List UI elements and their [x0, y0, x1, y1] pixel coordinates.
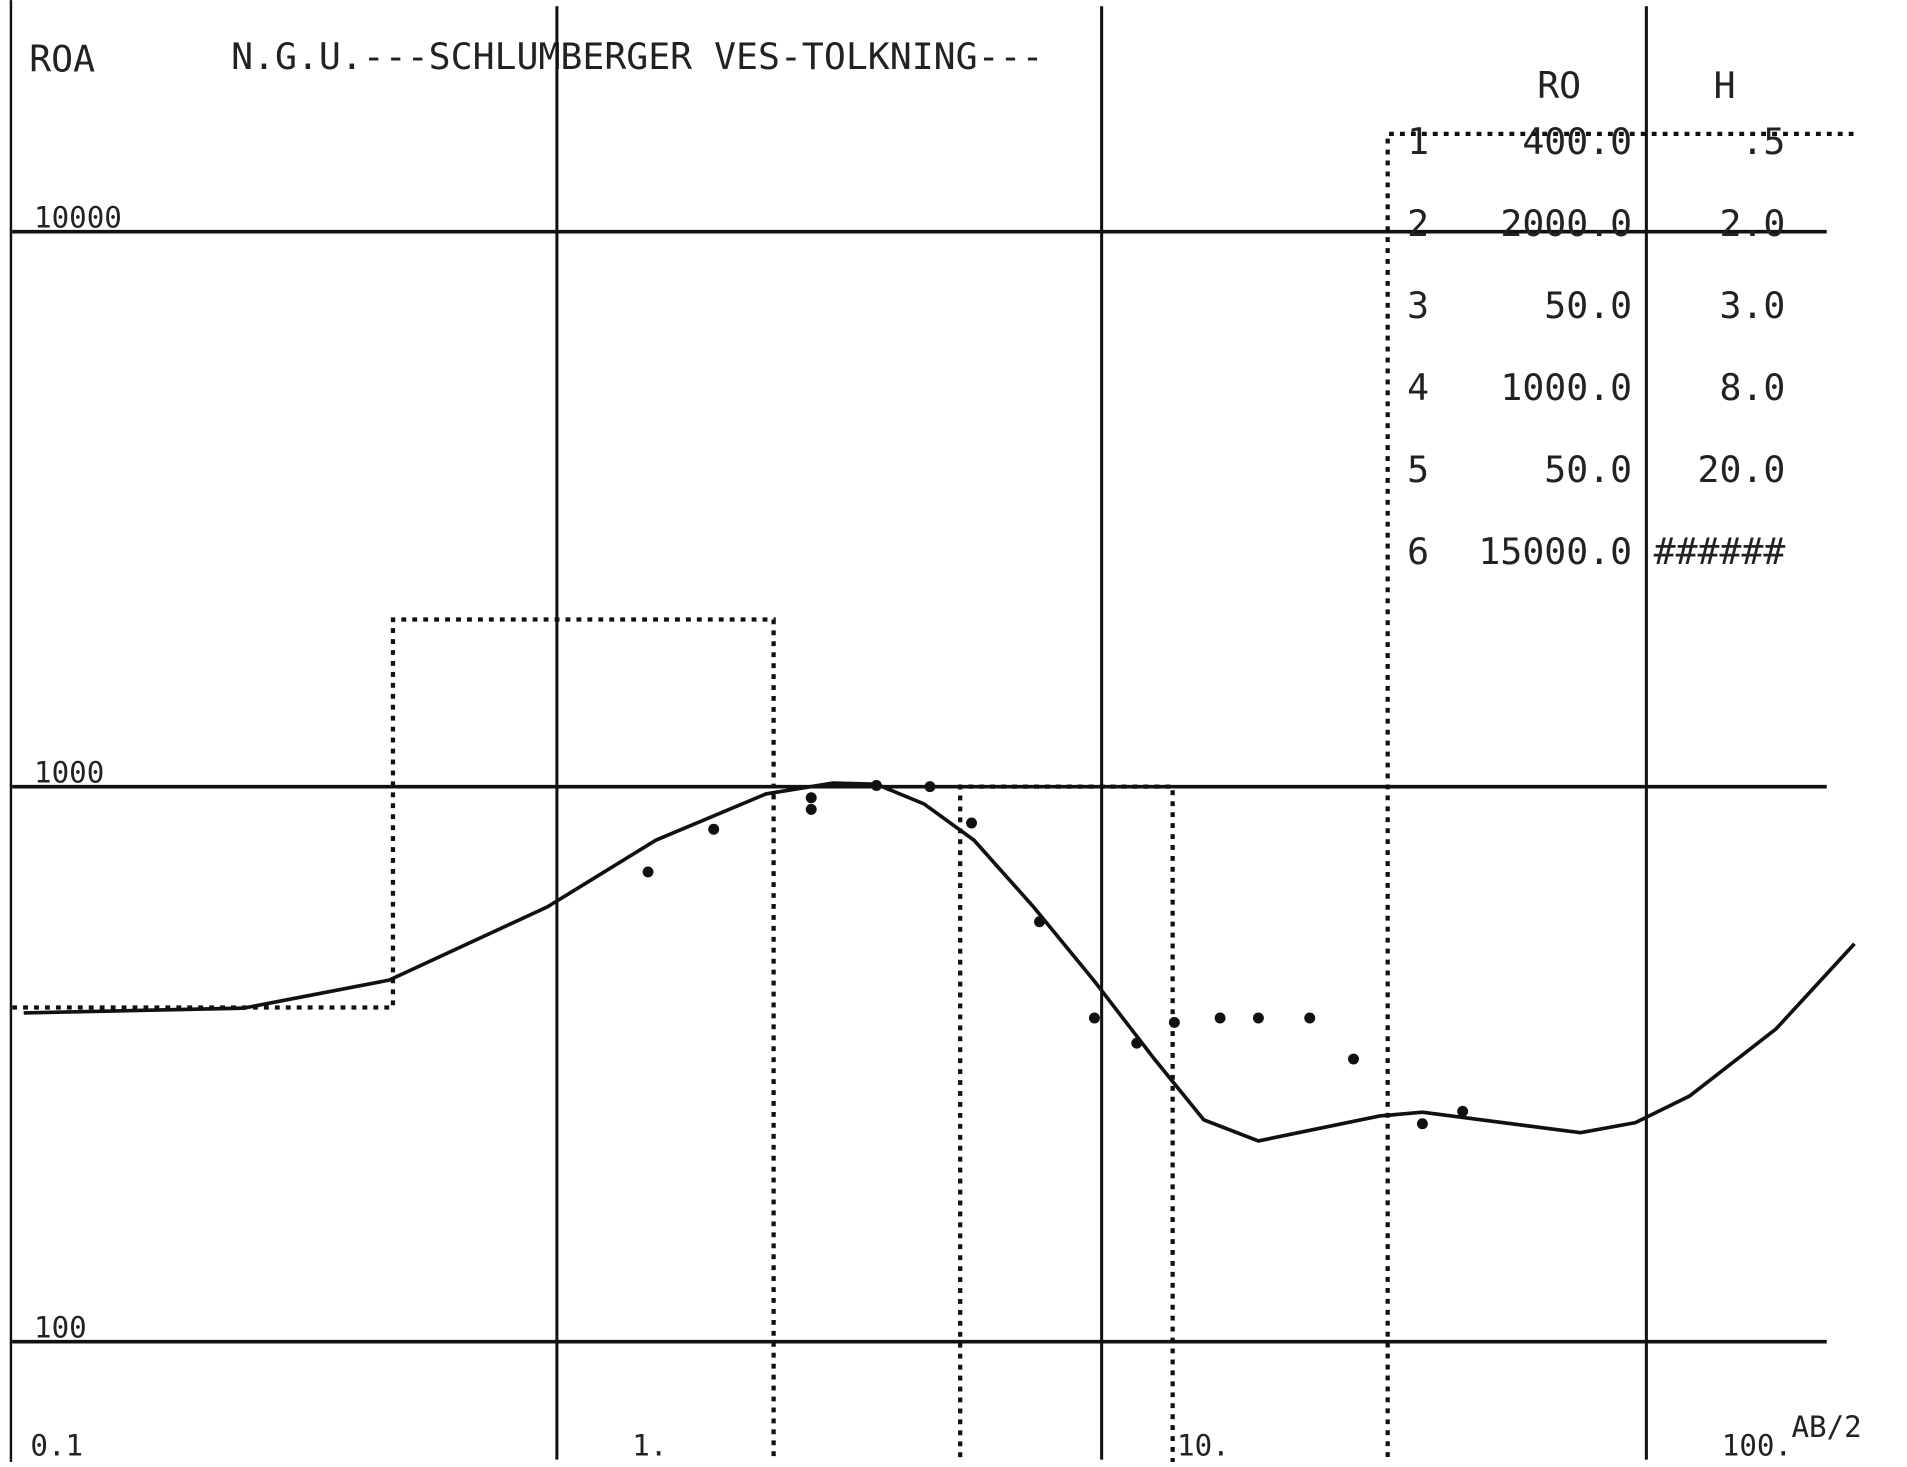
layer-number: 6 [1407, 530, 1429, 573]
measured-point [642, 866, 654, 878]
x-axis-label: AB/2 [1791, 1410, 1861, 1444]
measured-point [1348, 1053, 1359, 1065]
x-tick-label: 10. [1177, 1428, 1230, 1462]
measured-point [966, 817, 978, 829]
layer-number: 5 [1407, 448, 1429, 491]
x-tick-label: 100. [1722, 1428, 1792, 1462]
measured-point [1131, 1037, 1143, 1049]
measured-point [1304, 1012, 1316, 1024]
y-tick-label: 10000 [34, 200, 122, 234]
y-tick-label: 100 [34, 1310, 87, 1344]
layer-resistivity: 15000.0 [1478, 530, 1632, 573]
layer-thickness: 8.0 [1720, 366, 1786, 409]
layer-thickness: ###### [1654, 530, 1786, 573]
layer-number: 2 [1407, 202, 1429, 245]
layer-thickness: 3.0 [1720, 284, 1786, 327]
layer-resistivity: 400.0 [1522, 120, 1632, 163]
layer-number: 1 [1407, 120, 1429, 163]
layer-thickness: 20.0 [1698, 448, 1786, 491]
measured-point [1214, 1012, 1226, 1024]
plot-area [12, 131, 1856, 1463]
measured-point [924, 781, 936, 793]
y-axis-label: ROA [29, 37, 95, 80]
table-header: H [1714, 64, 1736, 107]
layer-resistivity: 2000.0 [1500, 202, 1632, 245]
measured-point [805, 792, 817, 804]
model-layers [12, 131, 1854, 1463]
y-tick-label: 1000 [34, 755, 104, 789]
measured-point [1457, 1105, 1469, 1117]
x-tick-label: 1. [632, 1428, 667, 1462]
layer-resistivity: 1000.0 [1500, 366, 1632, 409]
measured-point [1168, 1016, 1180, 1028]
layer-thickness: 2.0 [1720, 202, 1786, 245]
measured-point [1088, 1012, 1100, 1024]
x-tick-label: 0.1 [30, 1428, 83, 1462]
model-curve [23, 781, 1856, 1143]
layer-thickness: .5 [1741, 120, 1785, 163]
measured-point [870, 779, 882, 791]
measured-point [805, 803, 817, 815]
measured-point [1252, 1012, 1264, 1024]
layer-resistivity: 50.0 [1544, 448, 1632, 491]
layer-number: 3 [1407, 284, 1429, 327]
layer-resistivity: 50.0 [1544, 284, 1632, 327]
table-header: RO [1537, 64, 1581, 107]
measured-point [1034, 916, 1045, 928]
layer-number: 4 [1407, 366, 1429, 409]
measured-point [708, 823, 720, 835]
measured-point [1416, 1118, 1428, 1130]
chart-title: N.G.U.---SCHLUMBERGER VES-TOLKNING--- [231, 35, 1043, 78]
